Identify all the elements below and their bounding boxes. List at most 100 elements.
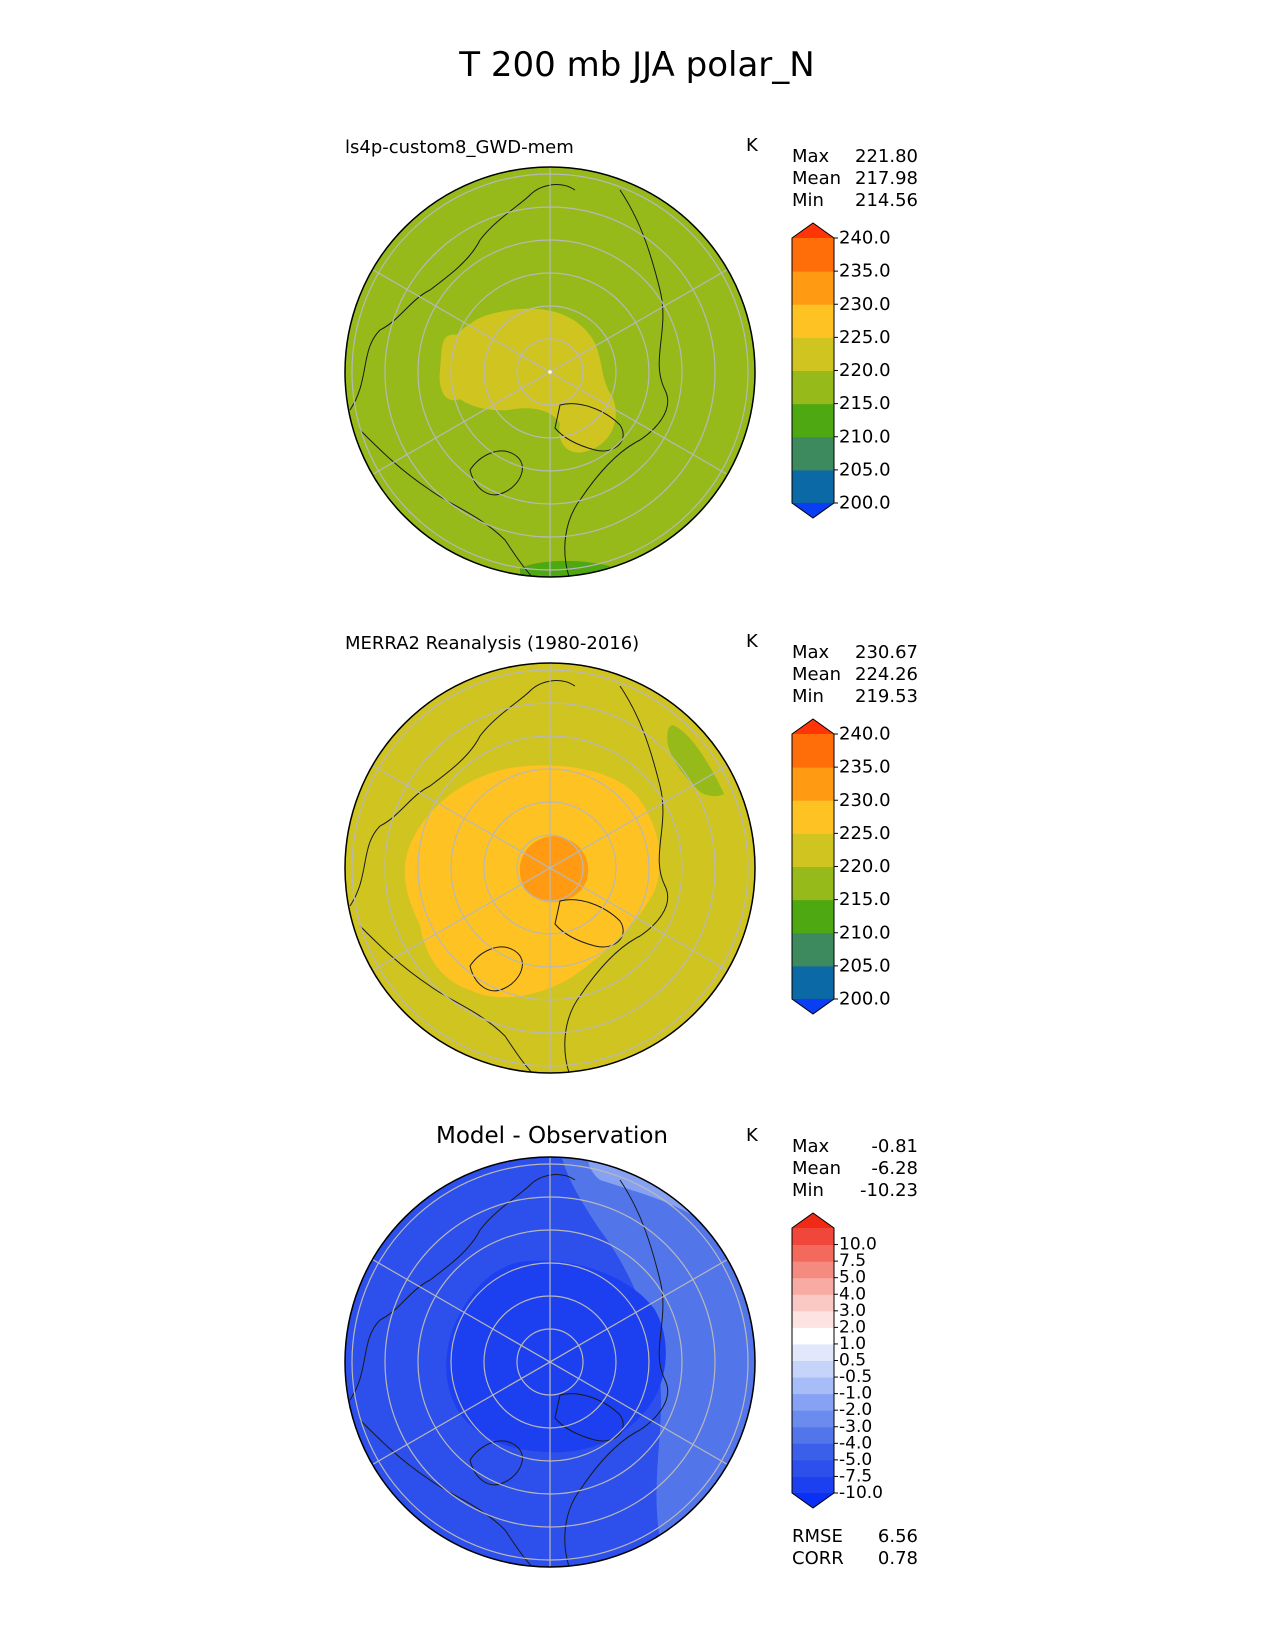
- metric-value-rmse: 6.56: [878, 1526, 918, 1547]
- metric-label-rmse: RMSE: [792, 1526, 843, 1547]
- coastline-eurasia: [349, 680, 576, 907]
- stat-label-min: Min: [792, 686, 824, 707]
- stat-label-mean: Mean: [792, 1158, 841, 1179]
- colorbar-segment: [792, 271, 834, 305]
- colorbar-segment: [792, 1459, 834, 1477]
- stat-label-min: Min: [792, 190, 824, 211]
- colorbar-extend-max: [792, 1213, 834, 1228]
- colorbar-segment: [792, 1360, 834, 1378]
- colorbar-tick-label: -5.0: [839, 1450, 872, 1470]
- coastline-asia-south: [359, 925, 536, 1073]
- coastline-eurasia: [349, 184, 576, 411]
- colorbar-segment: [792, 436, 834, 471]
- colorbar-tick-label: 215.0: [839, 889, 891, 910]
- panel-difference-units: K: [746, 1125, 759, 1146]
- north-pole-warmest-core: [519, 836, 589, 903]
- colorbar-tick-label: 200.0: [839, 989, 891, 1010]
- colorbar-tick-label: -7.5: [839, 1466, 872, 1486]
- stat-value-min: 214.56: [855, 190, 918, 211]
- colorbar-tick-label: 240.0: [839, 228, 891, 249]
- north-pacific-cool-patch: [667, 725, 724, 797]
- stat-value-mean: 224.26: [855, 664, 918, 685]
- asian-margin-cool-patch: [520, 560, 610, 577]
- colorbar-segment: [792, 469, 834, 504]
- colorbar-tick-label: 235.0: [839, 261, 891, 282]
- colorbar-segment: [792, 370, 834, 405]
- map-boundary: [344, 1156, 756, 1568]
- colorbar-model: 240.0 235.0 230.0 225.0 220.0 215.0 210.0 205.0…: [791, 222, 891, 519]
- colorbar-observation: 240.0 235.0 230.0 225.0 220.0 215.0 210.0 205.0…: [791, 718, 891, 1015]
- colorbar-tick-label: 210.0: [839, 922, 891, 943]
- colorbar-segment: [792, 1377, 834, 1395]
- colorbar-tick-label: 225.0: [839, 823, 891, 844]
- coastline-greenland: [554, 403, 624, 452]
- panel-observation: MERRA2 Reanalysis (1980-2016) K Max 230.…: [344, 631, 918, 1074]
- colorbar-tick-label: 205.0: [839, 955, 891, 976]
- colorbar-tick-label: -3.0: [839, 1417, 872, 1437]
- colorbar-tick-label: 1.0: [839, 1334, 866, 1354]
- stat-label-max: Max: [792, 642, 830, 663]
- colorbar-tick-label: 200.0: [839, 493, 891, 514]
- colorbar-extend-min: [792, 503, 834, 518]
- colorbar-tick-label: -2.0: [839, 1400, 872, 1420]
- coastline-europe: [469, 946, 523, 992]
- colorbar-tick-label: 210.0: [839, 426, 891, 447]
- colorbar-segment: [792, 1294, 834, 1312]
- colorbar-segment: [792, 1228, 834, 1246]
- coastline-asia-south: [359, 1419, 536, 1567]
- colorbar-segment: [792, 1261, 834, 1279]
- colorbar-tick-label: -10.0: [839, 1483, 883, 1503]
- metric-label-corr: CORR: [792, 1548, 844, 1569]
- colorbar-extend-max: [792, 719, 834, 734]
- coastline-europe: [469, 450, 523, 496]
- colorbar-segment: [792, 1426, 834, 1444]
- colorbar-segment: [792, 1244, 834, 1262]
- panel-observation-units: K: [746, 631, 759, 652]
- colorbar-tick-label: 235.0: [839, 757, 891, 778]
- colorbar-extend-max: [792, 223, 834, 238]
- pole-marker: [548, 370, 552, 374]
- stat-value-min: -10.23: [860, 1180, 918, 1201]
- stat-label-mean: Mean: [792, 168, 841, 189]
- colorbar-tick-label: 215.0: [839, 393, 891, 414]
- colorbar-tick-label: 7.5: [839, 1251, 866, 1271]
- colorbar-segment: [792, 1343, 834, 1361]
- coastline-greenland: [554, 1393, 624, 1442]
- colorbar-segment: [792, 932, 834, 967]
- figure-title: T 200 mb JJA polar_N: [458, 45, 814, 85]
- colorbar-segment: [792, 899, 834, 934]
- colorbar-tick-label: 3.0: [839, 1301, 866, 1321]
- colorbar-tick-label: 5.0: [839, 1268, 866, 1288]
- colorbar-segment: [792, 1410, 834, 1428]
- stat-value-min: 219.53: [855, 686, 918, 707]
- stat-label-max: Max: [792, 1136, 830, 1157]
- stat-value-max: 230.67: [855, 642, 918, 663]
- metric-value-corr: 0.78: [878, 1548, 918, 1569]
- coastline-north-america: [564, 685, 669, 1073]
- colorbar-tick-label: 220.0: [839, 360, 891, 381]
- colorbar-tick-label: 225.0: [839, 327, 891, 348]
- coastline-eurasia: [349, 1174, 576, 1401]
- colorbar-tick-label: 230.0: [839, 790, 891, 811]
- colorbar-segment: [792, 1277, 834, 1295]
- stat-label-max: Max: [792, 146, 830, 167]
- stat-value-mean: 217.98: [855, 168, 918, 189]
- colorbar-tick-label: -0.5: [839, 1367, 872, 1387]
- map-boundary: [344, 662, 756, 1074]
- colorbar-extend-min: [792, 1493, 834, 1508]
- colorbar-segment: [792, 337, 834, 371]
- panel-difference: Model - Observation K Max -0.81 Mean -: [344, 1123, 918, 1569]
- map-boundary: [344, 166, 756, 578]
- stat-value-max: -0.81: [871, 1136, 918, 1157]
- stat-value-mean: -6.28: [871, 1158, 918, 1179]
- colorbar-segment: [792, 767, 834, 801]
- colorbar-tick-label: -1.0: [839, 1384, 872, 1404]
- coastline-europe: [469, 1440, 523, 1486]
- colorbar-difference: 10.07.55.04.03.02.01.00.5-0.5-1.0-2.0-3.…: [791, 1212, 883, 1509]
- panel-model-units: K: [746, 135, 759, 156]
- colorbar-segment: [792, 965, 834, 1000]
- colorbar-tick-label: 0.5: [839, 1351, 866, 1371]
- arctic-strong-cold-bias: [446, 1260, 666, 1453]
- colorbar-segment: [792, 1443, 834, 1461]
